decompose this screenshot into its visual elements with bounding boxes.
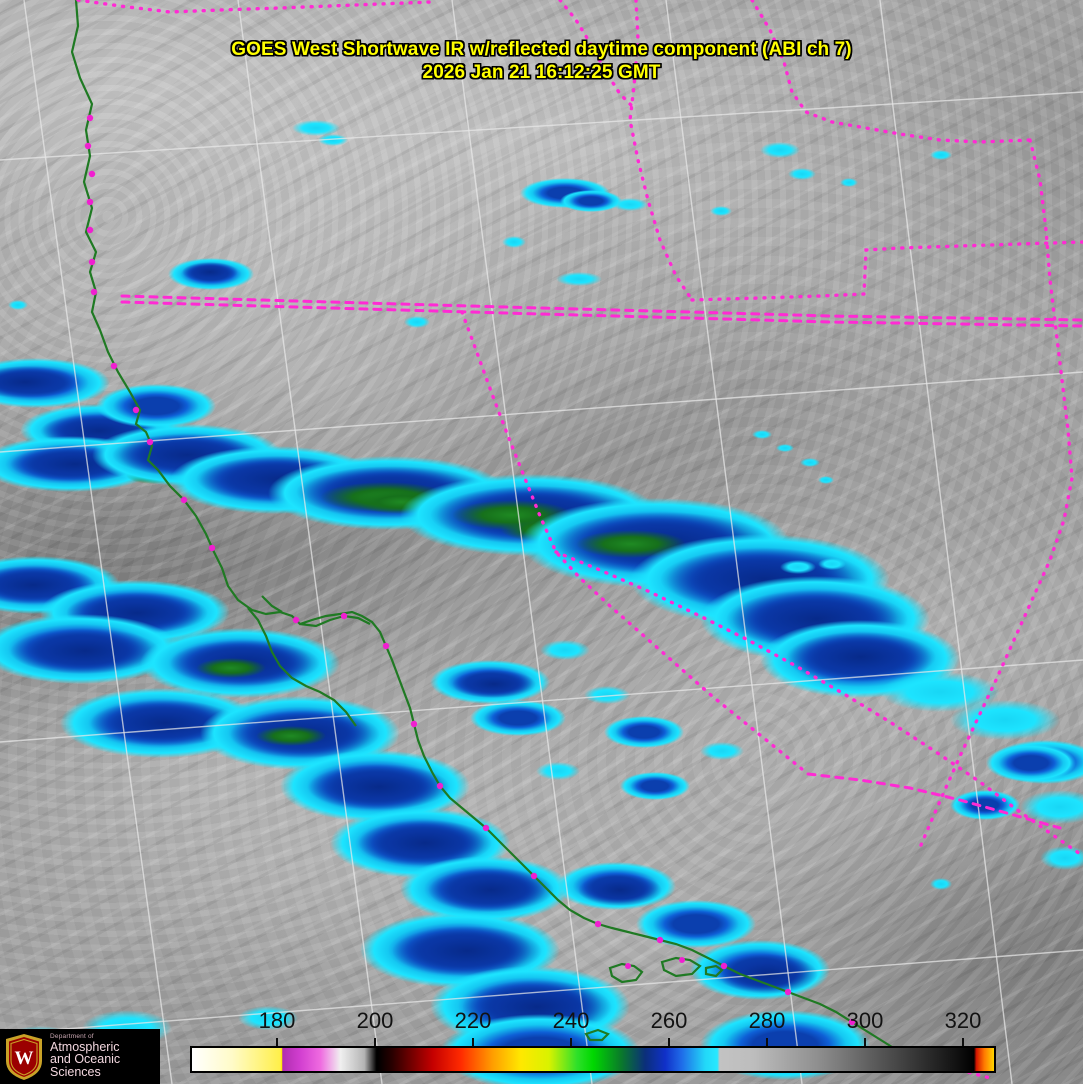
cloud-band-segment: [96, 384, 216, 428]
cloud-cell: [470, 700, 566, 736]
cloud-cell: [986, 744, 1076, 782]
cloud-cell: [1040, 846, 1083, 870]
logo-text: Department of Atmospheric and Oceanic Sc…: [50, 1033, 160, 1080]
cloud-cell: [710, 206, 732, 216]
cloud-cell: [930, 150, 952, 160]
cloud-cell: [840, 178, 858, 187]
colorbar-tick-mark: [374, 1038, 376, 1047]
political-borders: [76, 0, 1083, 1080]
uw-crest-icon: W: [6, 1033, 42, 1080]
colorbar-tick-mark: [570, 1038, 572, 1047]
coastline-marker: [84, 114, 856, 1026]
colorbar-tick-label: 240: [552, 1008, 590, 1033]
cloud-cell: [700, 742, 744, 760]
colorbar: 180 200 220 240 260 280 300 320: [0, 1005, 1083, 1084]
colorbar-tick-labels: 180 200 220 240 260 280 300 320: [0, 1005, 1083, 1047]
colorbar-tick-label: 280: [748, 1008, 786, 1033]
cloud-band-segment: [10, 628, 160, 674]
logo-department-line: Department of: [50, 1033, 94, 1041]
logo-line-2: and Oceanic Sciences: [50, 1052, 121, 1080]
coastline: [70, 0, 901, 1053]
cloud-band-core: [256, 726, 326, 746]
cloud-cell: [760, 142, 800, 158]
cloud-cell: [238, 1006, 298, 1030]
cloud-cell: [502, 236, 526, 248]
colorbar-tick-label: 200: [356, 1008, 394, 1033]
colorbar-tick-label: 260: [650, 1008, 688, 1033]
cloud-band-core: [196, 658, 266, 678]
colorbar-tick-mark: [472, 1038, 474, 1047]
cloud-cell: [818, 476, 834, 484]
colorbar-tick-label: 320: [944, 1008, 982, 1033]
cloud-cell: [612, 198, 648, 211]
cloud-band-segment: [308, 764, 450, 810]
uw-aos-logo: W Department of Atmospheric and Oceanic …: [0, 1029, 160, 1084]
cloud-cell: [540, 640, 590, 660]
cloud-cell: [788, 168, 816, 180]
cloud-cell: [182, 262, 238, 282]
logo-line-1: Atmospheric: [50, 1039, 120, 1054]
cloud-cell: [950, 790, 1020, 820]
cloud-cell: [578, 874, 662, 906]
cloud-cell: [536, 762, 580, 780]
crest-letter: W: [15, 1048, 34, 1069]
colorbar-tick-label: 300: [846, 1008, 884, 1033]
cloud-cell: [620, 772, 690, 800]
cloud-cell: [818, 558, 846, 570]
cloud-cell: [780, 560, 816, 574]
colorbar-tick-mark: [864, 1038, 866, 1047]
colorbar-gradient-bar[interactable]: [190, 1046, 996, 1073]
cloud-cell: [604, 716, 684, 748]
colorbar-tick-label: 220: [454, 1008, 492, 1033]
colorbar-gradient: [192, 1048, 994, 1071]
colorbar-tick-mark: [766, 1038, 768, 1047]
cloud-cell: [752, 430, 772, 439]
cloud-cell: [8, 300, 28, 310]
cloud-cell: [452, 670, 536, 698]
colorbar-tick-mark: [276, 1038, 278, 1047]
cloud-cell: [292, 120, 340, 136]
cloud-cell: [560, 190, 622, 212]
cloud-cell: [930, 878, 952, 890]
colorbar-tick-mark: [962, 1038, 964, 1047]
colorbar-tick-mark: [668, 1038, 670, 1047]
cloud-cell: [318, 134, 348, 146]
cloud-cell: [584, 686, 630, 704]
colorbar-tick-label: 180: [258, 1008, 296, 1033]
cloud-cell: [800, 458, 820, 467]
cloud-cell: [776, 444, 794, 452]
cloud-cell: [404, 316, 430, 328]
cloud-cell: [556, 272, 602, 286]
